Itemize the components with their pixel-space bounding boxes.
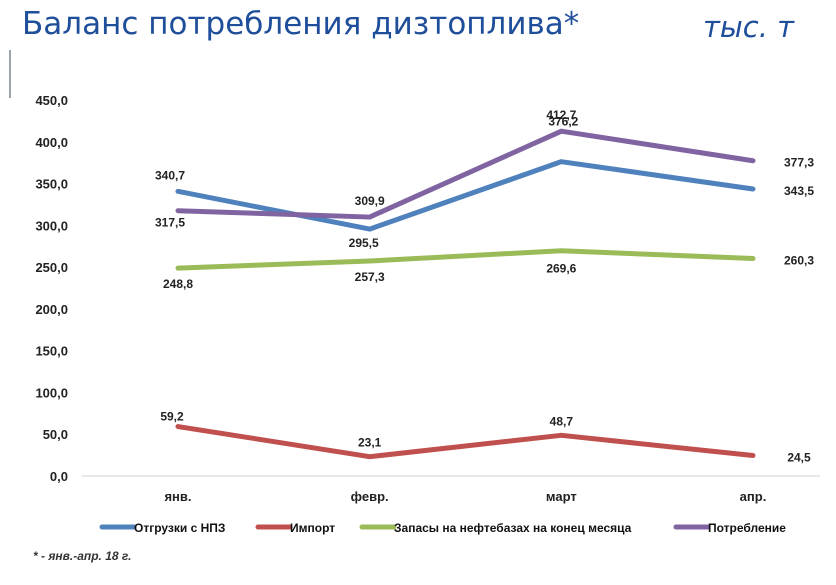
x-tick-label: апр. [740,489,767,504]
y-tick-label: 150,0 [35,344,68,359]
footnote: * - янв.-апр. 18 г. [33,549,132,563]
x-tick-label: янв. [164,489,191,504]
series-line-3 [175,248,756,271]
legend-label: Отгрузки с НПЗ [134,521,225,535]
series-line-2 [175,424,756,460]
line-chart: 0,0 50,0 100,0 150,0 200,0 250,0 300,0 350,0 400… [35,93,820,535]
data-label: 343,5 [784,184,814,198]
y-tick-label: 0,0 [50,469,68,484]
x-tick-label: март [546,489,577,504]
series-line-1 [175,159,756,232]
y-tick-label: 350,0 [35,177,68,192]
y-tick-label: 400,0 [35,135,68,150]
data-label: 317,5 [155,216,185,230]
y-tick-label: 300,0 [35,218,68,233]
data-label: 59,2 [160,410,184,424]
y-tick-label: 200,0 [35,302,68,317]
legend-label: Импорт [290,521,335,535]
y-tick-label: 450,0 [35,93,68,108]
data-label: 309,9 [355,194,385,208]
legend-label: Запасы на нефтебазах на конец месяца [394,521,632,535]
data-label: 269,6 [546,262,576,276]
accent-bar [9,50,11,98]
data-label: 377,3 [784,156,814,170]
units-label: тыс. т [703,10,795,44]
y-tick-label: 50,0 [43,427,68,442]
data-label: 48,7 [550,414,574,428]
data-label: 23,1 [358,436,382,450]
data-label: 260,3 [784,254,814,268]
data-label: 295,5 [349,236,379,250]
data-label: 340,7 [155,168,185,182]
y-tick-label: 250,0 [35,260,68,275]
y-tick-label: 100,0 [35,385,68,400]
data-label: 412,7 [546,108,576,122]
data-label: 24,5 [787,451,811,465]
x-tick-label: февр. [351,489,389,504]
page-title: Баланс потребления дизтоплива* [22,6,580,42]
data-label: 257,3 [355,270,385,284]
legend-label: Потребление [708,521,786,535]
data-label: 248,8 [163,277,193,291]
data-label: 376,2 [548,115,578,129]
series-line-4 [175,128,756,220]
